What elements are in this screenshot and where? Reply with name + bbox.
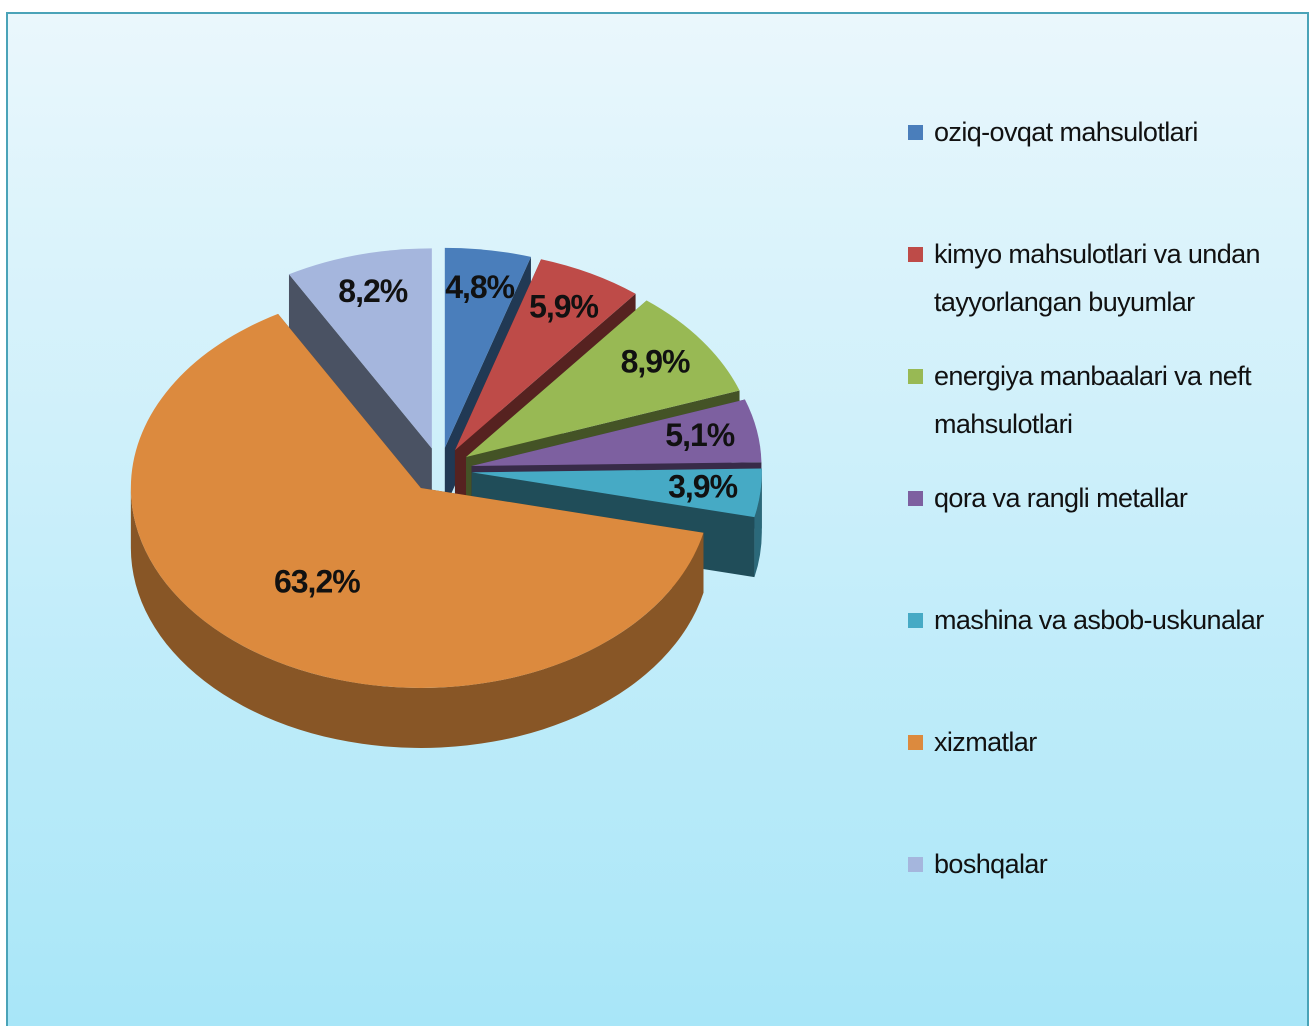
slice [471,399,762,467]
slice-side [130,487,704,748]
slice-side [288,274,432,509]
legend-swatch [908,491,923,506]
legend-item: xizmatlar [908,718,1303,766]
legend-swatch [908,857,923,872]
legend-swatch [908,247,923,262]
legend-item: kimyo mahsulotlari va undan tayyorlangan… [908,230,1303,326]
data-label: 63,2% [274,564,360,600]
legend-label: xizmatlar [934,727,1037,757]
legend-swatch [908,369,923,384]
chart: 4,8% 5,9% 8,9% 5,1% 3,9% 63,2% 8,2% [130,247,762,748]
legend-label: qora va rangli metallar [934,483,1188,513]
legend-item: energiya manbaalari va neft mahsulotlari [908,352,1303,448]
legend-item: mashina va asbob-uskunalar [908,596,1303,644]
slice-side [754,472,762,578]
legend-label: boshqalar [934,849,1048,879]
slice [288,248,432,509]
data-label: 8,2% [338,273,407,309]
data-label: 5,9% [529,288,598,324]
slice [454,259,636,451]
legend-label: oziq-ovqat mahsulotlari [934,117,1198,147]
legend-swatch [908,735,923,750]
legend-swatch [908,125,923,140]
legend-item: qora va rangli metallar [908,474,1303,522]
data-label: 3,9% [668,468,737,504]
legend-item: boshqalar [908,840,1303,888]
data-label: 4,8% [445,269,514,305]
data-label: 5,1% [665,417,734,453]
legend-label: mashina va asbob-uskunalar [934,605,1264,635]
slice [444,247,531,448]
slice [288,248,432,449]
data-label: 8,9% [621,344,690,380]
legend-label: kimyo mahsulotlari va undan tayyorlangan… [934,239,1261,317]
legend-label: energiya manbaalari va neft mahsulotlari [934,361,1252,439]
slice [471,468,762,518]
legend-item: oziq-ovqat mahsulotlari [908,108,1303,156]
slice [130,313,704,688]
legend-swatch [908,613,923,628]
slice [466,300,740,458]
slice [130,313,704,748]
